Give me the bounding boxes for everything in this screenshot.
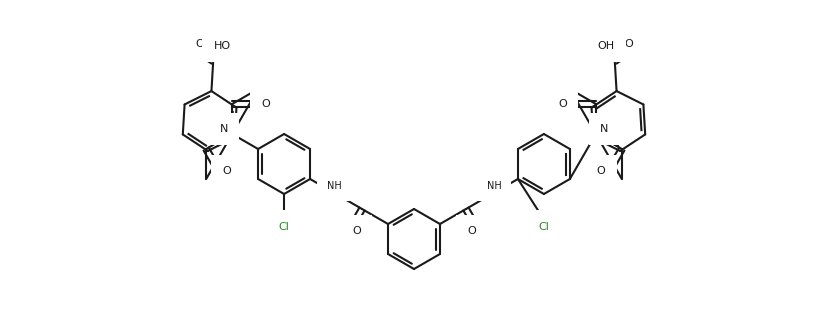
Text: O: O (352, 226, 360, 236)
Text: Cl: Cl (278, 221, 289, 232)
Text: N: N (599, 124, 607, 134)
Text: NH: NH (486, 181, 501, 191)
Text: O: O (195, 39, 204, 48)
Text: O: O (557, 99, 566, 109)
Text: O: O (467, 226, 475, 236)
Text: O: O (222, 166, 231, 176)
Text: Cl: Cl (538, 221, 549, 232)
Text: NH: NH (326, 181, 341, 191)
Text: O: O (623, 39, 632, 48)
Text: O: O (596, 166, 604, 176)
Text: O: O (261, 99, 270, 109)
Text: HO: HO (213, 41, 230, 51)
Text: OH: OH (597, 41, 614, 51)
Text: N: N (219, 124, 228, 134)
